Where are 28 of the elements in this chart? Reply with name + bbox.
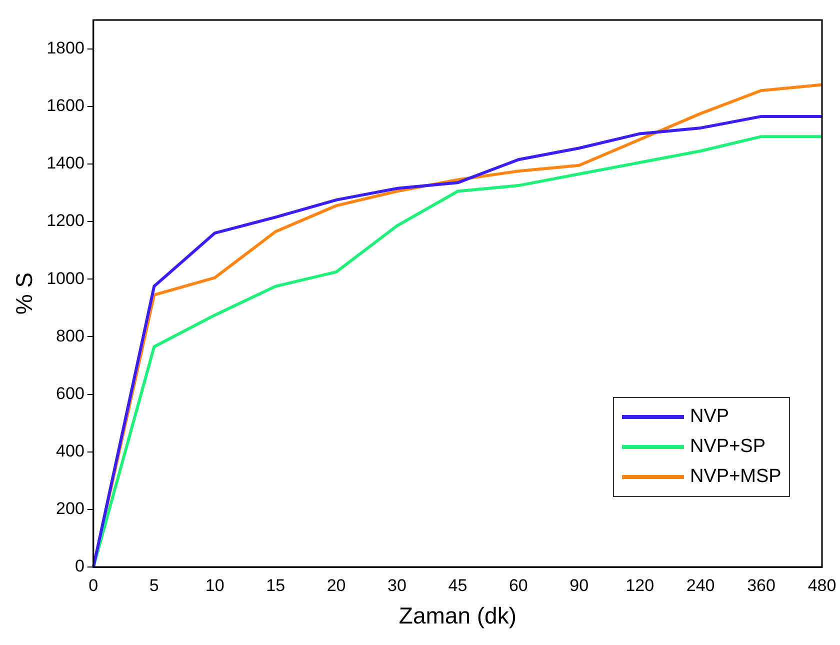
y-tick-label: 800 [56, 326, 84, 346]
y-tick-label: 1400 [46, 154, 84, 173]
x-axis-title: Zaman (dk) [398, 602, 517, 629]
x-tick-label: 15 [266, 576, 286, 595]
x-tick-label: 45 [448, 576, 468, 595]
x-tick-label: 60 [508, 576, 528, 595]
y-axis-title: % S [11, 272, 38, 315]
x-tick-label: 120 [626, 576, 654, 595]
y-tick-label: 1600 [46, 96, 84, 116]
legend-label: NVP+MSP [690, 466, 782, 488]
x-tick-label: 240 [686, 576, 715, 595]
y-tick-label: 0 [74, 556, 84, 576]
x-tick-label: 360 [747, 576, 776, 595]
x-tick-label: 30 [388, 576, 406, 595]
x-tick-label: 20 [326, 576, 346, 595]
y-tick-label: 200 [56, 499, 84, 518]
y-tick-label: 1000 [46, 268, 84, 288]
legend-label: NVP+SP [690, 436, 766, 458]
x-tick-label: 90 [570, 576, 589, 595]
x-tick-label: 5 [149, 576, 159, 595]
x-tick-label: 480 [808, 576, 836, 595]
y-tick-label: 1800 [46, 38, 84, 58]
x-tick-label: 0 [88, 576, 98, 595]
y-tick-label: 600 [56, 384, 84, 403]
x-tick-label: 10 [205, 576, 224, 595]
legend-label: NVP [690, 406, 730, 428]
y-tick-label: 1200 [46, 211, 84, 230]
y-tick-label: 400 [56, 442, 84, 461]
